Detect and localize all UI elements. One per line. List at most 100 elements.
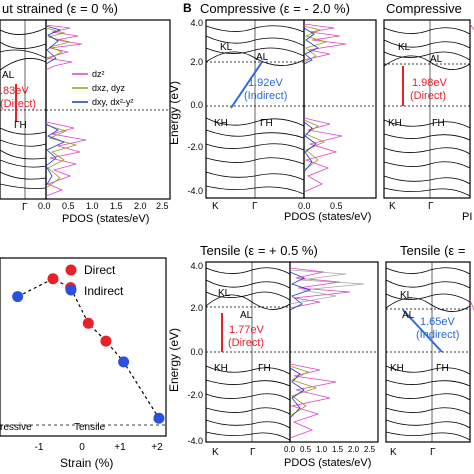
legend-label-dxz: dxz, dyz: [92, 83, 126, 93]
panel-letter-b: B: [183, 1, 192, 15]
pdos-dz2-curve-compressive-2: [303, 23, 347, 61]
pdos-edge-tensile-partial: [469, 299, 474, 311]
y-tick: 0.0: [190, 100, 203, 110]
panel-tensile-partial: Tensile (ε = KL AL KH ΓH 1.65eV (Indirec…: [385, 243, 474, 458]
y-ticks-top: 4.0 2.0 0.0 -2.0 -4.0: [187, 18, 203, 196]
pdos-dxz-curve-compressive-2-lower: [303, 119, 325, 171]
gap-type-compressive-2: (Indirect): [244, 90, 287, 102]
x-tick: -1: [35, 442, 44, 453]
point-label-kh: KH: [388, 118, 402, 129]
pdos-axis-label-tensile-05: PDOS (states/eV): [284, 457, 371, 469]
pdos-tick: 2.5: [156, 201, 169, 211]
y-tick: -4.0: [187, 436, 203, 446]
y-tick: 0.0: [190, 347, 203, 357]
point-label-al: AL: [430, 54, 443, 65]
y-axis-label-bottom: Energy (eV): [167, 328, 181, 392]
panel-unstrained: ut strained (ε = 0 %) AL .83eV (Direct) …: [0, 1, 171, 225]
point-label-gh: ΓH: [436, 363, 449, 374]
y-axis-label-top: Energy (eV): [167, 81, 181, 145]
gap-value-compressive-partial: 1.98eV: [412, 77, 448, 89]
kpoint-k-tensile-05: K: [212, 447, 219, 458]
point-direct: [82, 317, 94, 329]
point-label-kh: KH: [390, 363, 404, 374]
strain-points: [12, 273, 165, 424]
pdos-dxy-curve-compressive-2-lower: [303, 121, 317, 173]
kpoint-gamma-compressive-2: Γ: [252, 201, 258, 212]
legend-label-direct: Direct: [84, 263, 116, 277]
pdos-dxz-curve-tensile-05-lower: [289, 365, 318, 417]
strain-fit-line: [17, 278, 160, 419]
legend-label-dxy: dxy, dx²-y²: [92, 97, 133, 107]
gap-value-tensile-partial: 1.65eV: [420, 316, 456, 328]
pdos-dxz-curve-compressive-2: [303, 25, 328, 63]
pdos-tick: 2.5: [364, 445, 376, 454]
pdos-legend: dz² dxz, dyz dxy, dx²-y²: [72, 69, 133, 107]
pdos-axis-label-compressive-partial: PI: [462, 211, 472, 223]
pdos-tick: 1.5: [332, 445, 344, 454]
panel-title-tensile-05: Tensile (ε = + 0.5 %): [200, 243, 318, 258]
point-label-kh: KH: [214, 118, 228, 129]
pdos-tick: 0.5: [62, 201, 75, 211]
pdos-axis-label-unstrained: PDOS (states/eV): [62, 213, 149, 225]
point-label-gh-unstrained: ΓH: [14, 120, 27, 131]
gap-type-unstrained: (Direct): [0, 98, 36, 110]
gap-value-unstrained: .83eV: [0, 85, 29, 97]
pdos-tick: 1.5: [110, 201, 123, 211]
band-frame-compressive-partial: [383, 19, 471, 199]
pdos-tick: 1.0: [316, 445, 328, 454]
legend-label-indirect: Indirect: [84, 284, 124, 298]
panel-title-compressive-2: Compressive (ε = - 2.0 %): [200, 1, 350, 16]
point-label-al: AL: [402, 310, 415, 321]
pdos-dz2-curve-compressive-2-lower: [303, 117, 343, 193]
pdos-tick-0: 0.0: [298, 201, 311, 211]
pdos-dxy-curve-tensile-05: [289, 271, 312, 311]
x-tick: +2: [151, 442, 163, 453]
x-tick: +1: [114, 442, 126, 453]
pdos-dxz-curve-upper: [45, 27, 71, 61]
y-ticks-bottom: 4.0 2.0 0.0 -2.0 -4.0: [187, 261, 203, 446]
region-label-compressive: ressive: [0, 422, 32, 433]
point-indirect: [118, 356, 130, 368]
panel-title-compressive-partial: Compressive: [386, 1, 462, 16]
point-label-kh: KH: [214, 363, 228, 374]
pdos-tick: 2.0: [348, 445, 360, 454]
y-tick: 4.0: [190, 261, 203, 271]
kpoint-k-compressive-2: K: [212, 201, 219, 212]
legend-marker-direct: [65, 264, 77, 276]
legend-label-dz2: dz²: [92, 69, 105, 79]
point-label-gh: ΓH: [260, 118, 273, 129]
strain-plot-frame: [0, 257, 167, 437]
point-indirect: [153, 412, 165, 424]
pdos-edge-compressive-partial: [469, 23, 474, 31]
point-label-kl: KL: [400, 290, 413, 301]
panel-title-unstrained: ut strained (ε = 0 %): [2, 1, 118, 16]
y-tick: 2.0: [190, 57, 203, 67]
band-lines-tensile-partial: [385, 267, 471, 441]
point-label-gh: ΓH: [432, 118, 445, 129]
point-label-kl: KL: [218, 288, 231, 299]
pdos-dz2-curve-tensile-05-lower: [289, 363, 337, 439]
pdos-dxz-curve-lower: [45, 124, 78, 189]
point-indirect: [12, 291, 24, 303]
point-label-gh: ΓH: [258, 363, 271, 374]
band-lines-unstrained: [0, 27, 47, 189]
pdos-ticks-unstrained: 0.0 0.5 1.0 1.5 2.0 2.5: [38, 201, 169, 211]
point-label-al: AL: [256, 52, 269, 63]
x-tick: 0: [79, 442, 85, 453]
pdos-tick: 0.5: [300, 445, 312, 454]
y-tick: 2.0: [190, 303, 203, 313]
y-tick: -4.0: [187, 186, 203, 196]
y-tick: -2.0: [187, 142, 203, 152]
kpoint-gamma-tensile-05: Γ: [250, 447, 256, 458]
pdos-dxy-curve-compressive-2: [303, 27, 319, 65]
kpoint-gamma: Γ: [430, 447, 436, 458]
kpoint-k: K: [389, 201, 396, 212]
gap-arrow-tensile-partial: [402, 309, 443, 353]
point-label-al: AL: [240, 310, 253, 321]
pdos-dxy-curve-lower: [45, 123, 66, 187]
region-label-tensile: Tensile: [74, 422, 106, 433]
kpoint-gamma-unstrained: Γ: [22, 202, 28, 213]
point-label-kl: KL: [398, 42, 411, 53]
pdos-dz2-curve-upper: [45, 24, 83, 71]
